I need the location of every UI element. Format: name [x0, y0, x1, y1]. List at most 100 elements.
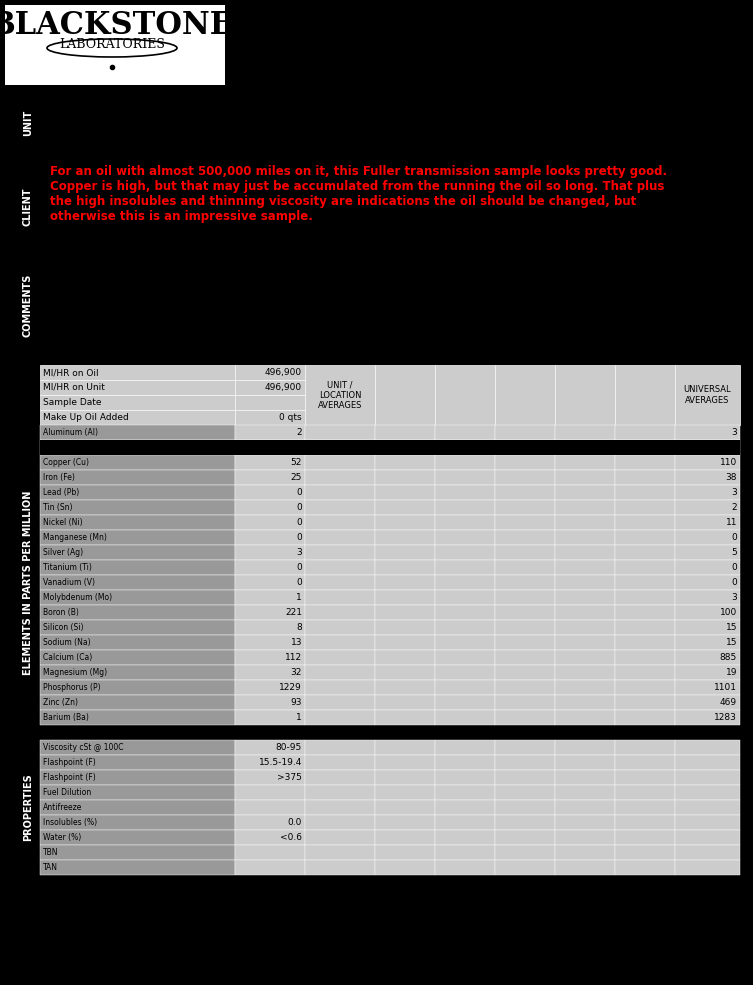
Bar	[675, 845, 740, 860]
Bar	[305, 500, 375, 515]
Bar	[675, 560, 740, 575]
Bar	[615, 785, 675, 800]
Bar	[235, 740, 305, 755]
Bar	[435, 560, 495, 575]
Bar	[235, 755, 305, 770]
Bar	[375, 740, 435, 755]
Bar	[555, 560, 615, 575]
Text: UNIVERSAL
AVERAGES: UNIVERSAL AVERAGES	[684, 385, 731, 405]
Bar	[40, 800, 235, 815]
Bar	[40, 770, 235, 785]
Text: Insolubles (%): Insolubles (%)	[43, 818, 97, 827]
Text: 5: 5	[731, 548, 737, 557]
Text: 469: 469	[720, 698, 737, 707]
Bar	[40, 665, 235, 680]
Bar	[235, 635, 305, 650]
Bar	[435, 470, 495, 485]
Bar	[615, 365, 675, 425]
Bar	[375, 500, 435, 515]
Bar	[235, 410, 305, 425]
Text: Manganese (Mn): Manganese (Mn)	[43, 533, 107, 542]
Bar	[375, 530, 435, 545]
Bar	[305, 845, 375, 860]
Bar	[435, 710, 495, 725]
Bar	[675, 470, 740, 485]
Bar	[495, 485, 555, 500]
Text: 1: 1	[296, 593, 302, 602]
Text: 15.5-19.4: 15.5-19.4	[258, 758, 302, 767]
Bar	[235, 815, 305, 830]
Text: Iron (Fe): Iron (Fe)	[43, 473, 75, 482]
Bar	[435, 500, 495, 515]
Text: 52: 52	[291, 458, 302, 467]
Bar	[235, 485, 305, 500]
Text: 2: 2	[731, 503, 737, 512]
Text: Barium (Ba): Barium (Ba)	[43, 713, 89, 722]
Bar	[375, 860, 435, 875]
Bar	[435, 425, 495, 440]
Bar	[615, 665, 675, 680]
Text: Molybdenum (Mo): Molybdenum (Mo)	[43, 593, 112, 602]
Bar	[615, 860, 675, 875]
Bar	[40, 455, 235, 470]
Text: Flashpoint (F): Flashpoint (F)	[43, 758, 96, 767]
Bar	[375, 485, 435, 500]
Bar	[555, 425, 615, 440]
Bar	[235, 380, 305, 395]
Bar	[675, 575, 740, 590]
Text: ELEMENTS IN PARTS PER MILLION: ELEMENTS IN PARTS PER MILLION	[23, 491, 33, 675]
Bar	[615, 440, 675, 455]
Bar	[375, 785, 435, 800]
Bar	[615, 680, 675, 695]
Bar	[675, 545, 740, 560]
Bar	[675, 500, 740, 515]
Bar	[435, 575, 495, 590]
Bar	[305, 440, 375, 455]
Bar	[375, 590, 435, 605]
Text: 0: 0	[731, 533, 737, 542]
Bar	[675, 830, 740, 845]
Bar	[615, 545, 675, 560]
Text: CLIENT: CLIENT	[23, 188, 33, 227]
Bar	[235, 455, 305, 470]
Bar	[305, 680, 375, 695]
Bar	[40, 590, 235, 605]
Bar	[615, 740, 675, 755]
Bar	[495, 680, 555, 695]
Text: Zinc (Zn): Zinc (Zn)	[43, 698, 78, 707]
Bar	[305, 740, 375, 755]
Text: Sample Date: Sample Date	[43, 398, 102, 407]
Bar	[305, 365, 375, 425]
Text: 3: 3	[731, 428, 737, 437]
Bar	[675, 815, 740, 830]
Bar	[495, 860, 555, 875]
Bar	[305, 560, 375, 575]
Bar	[495, 620, 555, 635]
Bar	[435, 845, 495, 860]
Bar	[435, 605, 495, 620]
Bar	[375, 770, 435, 785]
Text: 3: 3	[731, 488, 737, 497]
Bar	[675, 635, 740, 650]
Bar	[555, 860, 615, 875]
Text: BLACKSTONE: BLACKSTONE	[0, 10, 234, 40]
Bar	[495, 695, 555, 710]
Bar	[40, 860, 235, 875]
Bar	[235, 650, 305, 665]
Bar	[40, 695, 235, 710]
Bar	[375, 650, 435, 665]
Bar	[435, 440, 495, 455]
Text: Fuel Dilution: Fuel Dilution	[43, 788, 91, 797]
Text: Aluminum (Al): Aluminum (Al)	[43, 428, 98, 437]
Bar	[235, 785, 305, 800]
Bar	[375, 695, 435, 710]
Bar	[495, 800, 555, 815]
Bar	[495, 650, 555, 665]
Bar	[435, 785, 495, 800]
Text: Lead (Pb): Lead (Pb)	[43, 488, 79, 497]
Bar	[435, 815, 495, 830]
Bar	[615, 470, 675, 485]
Bar	[40, 395, 235, 410]
Text: 110: 110	[720, 458, 737, 467]
Bar	[235, 395, 305, 410]
